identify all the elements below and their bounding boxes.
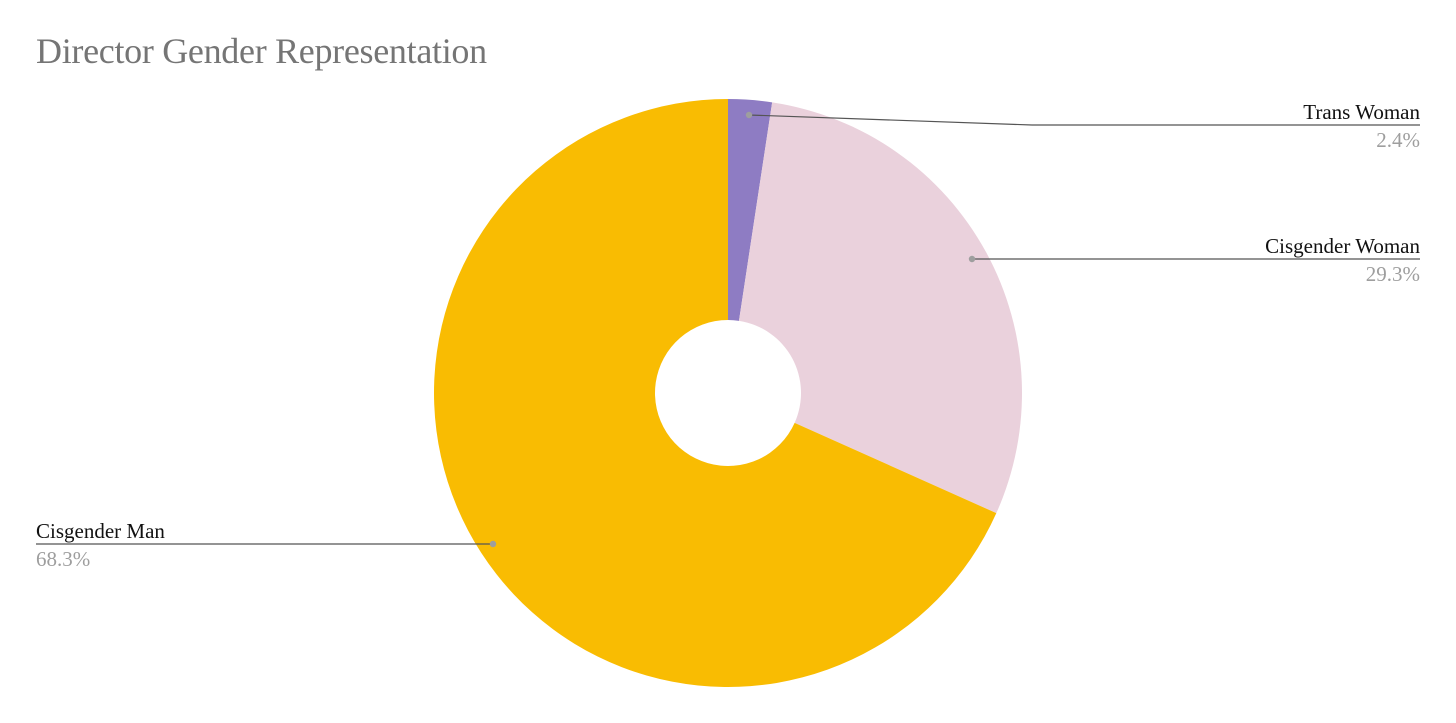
callout-line-trans-woman bbox=[748, 114, 1420, 126]
slice-label-trans-woman: Trans Woman bbox=[1303, 100, 1420, 124]
pie-slice-cisgender-woman bbox=[738, 102, 1022, 514]
pie-slice-trans-woman bbox=[728, 99, 773, 321]
chart-title: Director Gender Representation bbox=[36, 31, 487, 71]
slice-label-cisgender-man: Cisgender Man bbox=[36, 519, 165, 543]
slice-label-cisgender-woman: Cisgender Woman bbox=[1265, 234, 1420, 258]
callout-dot-cisgender-man bbox=[489, 540, 497, 548]
slice-value-trans-woman: 2.4% bbox=[1376, 128, 1420, 152]
callout-dot-cisgender-woman bbox=[968, 255, 976, 263]
slice-value-cisgender-woman: 29.3% bbox=[1366, 262, 1420, 286]
pie-slice-cisgender-man bbox=[433, 99, 997, 688]
callout-dot-trans-woman bbox=[745, 111, 753, 119]
slice-value-cisgender-man: 68.3% bbox=[36, 547, 90, 571]
